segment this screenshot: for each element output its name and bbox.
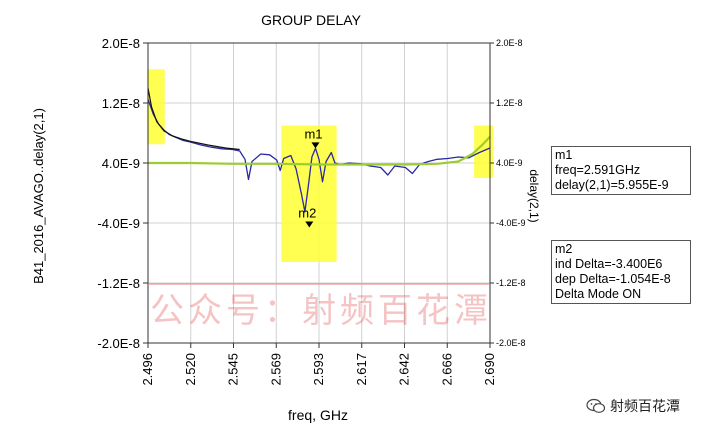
left-tick-label: 1.2E-8 xyxy=(102,96,140,111)
marker-m1-triangle xyxy=(311,142,320,149)
marker-layer: m1 m2 xyxy=(298,126,323,228)
x-axis-label: freq, GHz xyxy=(288,407,348,423)
marker-readout-m2: m2 ind Delta=-3.400E6 dep Delta=-1.054E-… xyxy=(551,240,691,304)
left-tick-label: -2.0E-8 xyxy=(97,336,140,351)
wechat-icon xyxy=(586,398,606,413)
x-tick-label: 2.642 xyxy=(397,353,412,386)
marker-m2-dep-delta: dep Delta=-1.054E-8 xyxy=(555,272,671,286)
left-tick-label: -4.0E-9 xyxy=(97,216,140,231)
series-line-1 xyxy=(147,99,491,213)
x-tick-label: 2.593 xyxy=(311,353,326,386)
marker-m2-delta-mode: Delta Mode ON xyxy=(555,287,642,301)
marker-readout-m1: m1 freq=2.591GHz delay(2,1)=5.955E-9 xyxy=(551,146,691,195)
right-tick-label: -4.0E-9 xyxy=(496,218,526,228)
series-line-3 xyxy=(148,136,491,166)
marker-m1-freq: freq=2.591GHz xyxy=(555,163,641,177)
right-tick-label: 2.0E-8 xyxy=(496,38,523,48)
chart-title: GROUP DELAY xyxy=(261,12,362,28)
left-y-ticks: 2.0E-8 1.2E-8 4.0E-9 -4.0E-9 -1.2E-8 -2.0E-8 xyxy=(97,36,148,351)
left-y-axis-label: B41_2016_AVAGO..delay(2,1) xyxy=(31,108,46,284)
right-y-ticks: 2.0E-8 1.2E-8 4.0E-9 -4.0E-9 -1.2E-8 -2.0E-8 xyxy=(490,38,526,348)
highlight-box xyxy=(474,125,494,178)
left-tick-label: 2.0E-8 xyxy=(102,36,140,51)
marker-m2-triangle xyxy=(305,221,314,228)
right-tick-label: -1.2E-8 xyxy=(496,278,526,288)
marker-m1-delay: delay(2,1)=5.955E-9 xyxy=(555,178,669,192)
right-tick-label: 1.2E-8 xyxy=(496,98,523,108)
left-tick-label: 4.0E-9 xyxy=(102,156,140,171)
marker-m1-title: m1 xyxy=(555,148,573,162)
x-tick-label: 2.569 xyxy=(268,353,283,386)
highlight-box xyxy=(281,125,337,262)
right-y-axis-label: delay(2,1) xyxy=(527,169,541,222)
marker-m2-ind-delta: ind Delta=-3.400E6 xyxy=(555,257,663,271)
marker-m1-label: m1 xyxy=(304,126,322,141)
x-tick-label: 2.545 xyxy=(226,353,241,386)
series-layer xyxy=(147,87,491,213)
marker-m2-title: m2 xyxy=(555,242,573,256)
x-tick-label: 2.690 xyxy=(482,353,497,386)
highlight-box xyxy=(147,69,165,145)
x-tick-label: 2.496 xyxy=(140,353,155,386)
left-tick-label: -1.2E-8 xyxy=(97,276,140,291)
x-tick-label: 2.666 xyxy=(439,353,454,386)
x-tick-label: 2.520 xyxy=(183,353,198,386)
right-tick-label: -2.0E-8 xyxy=(496,338,526,348)
watermark-text: 公众号：射频百花潭 xyxy=(150,291,492,331)
x-ticks: 2.496 2.520 2.545 2.569 2.593 2.617 2.642 2.666… xyxy=(140,343,497,386)
marker-m2-label: m2 xyxy=(298,206,316,221)
series-line-2 xyxy=(147,87,240,151)
right-tick-label: 4.0E-9 xyxy=(496,158,523,168)
brand-name: 射频百花潭 xyxy=(610,399,680,415)
x-tick-label: 2.617 xyxy=(354,353,369,386)
brand-badge: 射频百花潭 xyxy=(586,396,680,416)
